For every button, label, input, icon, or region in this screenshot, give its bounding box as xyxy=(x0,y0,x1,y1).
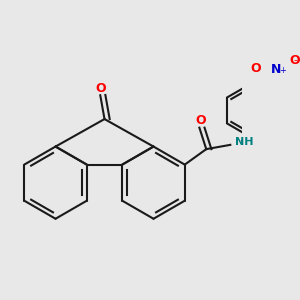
Text: N: N xyxy=(271,63,281,76)
Text: O: O xyxy=(96,82,106,94)
Text: O: O xyxy=(196,114,206,127)
Text: -: - xyxy=(294,55,298,65)
Text: NH: NH xyxy=(236,137,254,147)
Text: O: O xyxy=(250,62,260,75)
Text: O: O xyxy=(290,54,300,67)
Text: +: + xyxy=(279,66,286,75)
